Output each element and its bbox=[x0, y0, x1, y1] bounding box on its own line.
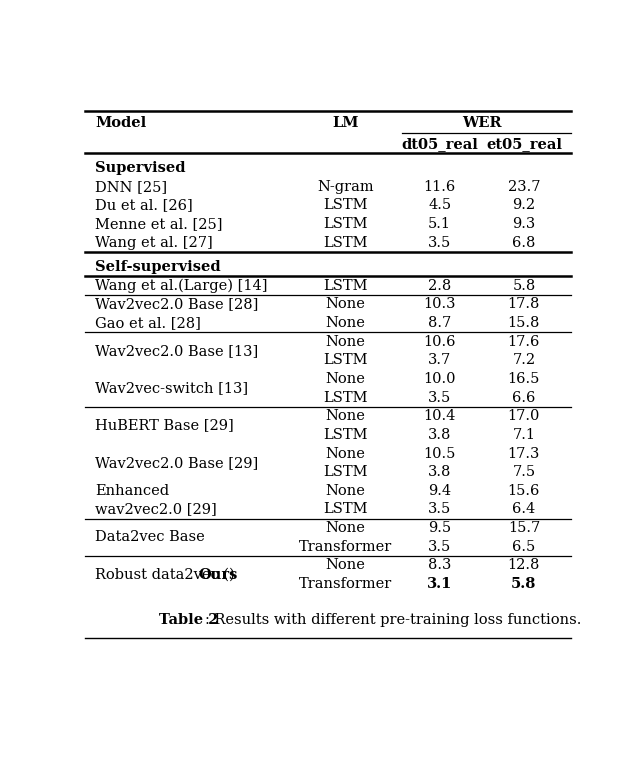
Text: Self-supervised: Self-supervised bbox=[95, 260, 221, 274]
Text: 7.1: 7.1 bbox=[513, 428, 536, 442]
Text: Supervised: Supervised bbox=[95, 161, 186, 175]
Text: None: None bbox=[325, 521, 365, 535]
Text: 3.5: 3.5 bbox=[428, 391, 451, 404]
Text: Wav2vec-switch [13]: Wav2vec-switch [13] bbox=[95, 382, 248, 395]
Text: Data2vec Base: Data2vec Base bbox=[95, 531, 205, 544]
Text: Menne et al. [25]: Menne et al. [25] bbox=[95, 217, 222, 231]
Text: LSTM: LSTM bbox=[323, 428, 367, 442]
Text: 23.7: 23.7 bbox=[508, 179, 540, 194]
Text: LSTM: LSTM bbox=[323, 198, 367, 213]
Text: None: None bbox=[325, 298, 365, 311]
Text: 15.6: 15.6 bbox=[508, 484, 540, 498]
Text: 3.8: 3.8 bbox=[428, 428, 451, 442]
Text: LSTM: LSTM bbox=[323, 235, 367, 250]
Text: None: None bbox=[325, 447, 365, 460]
Text: et05_real: et05_real bbox=[486, 137, 562, 151]
Text: Enhanced: Enhanced bbox=[95, 484, 169, 498]
Text: 7.5: 7.5 bbox=[513, 465, 536, 479]
Text: 3.5: 3.5 bbox=[428, 235, 451, 250]
Text: 10.5: 10.5 bbox=[424, 447, 456, 460]
Text: Ours: Ours bbox=[199, 568, 238, 582]
Text: Transformer: Transformer bbox=[299, 540, 392, 554]
Text: LSTM: LSTM bbox=[323, 391, 367, 404]
Text: 6.4: 6.4 bbox=[512, 503, 536, 516]
Text: LSTM: LSTM bbox=[323, 465, 367, 479]
Text: Wav2vec2.0 Base [29]: Wav2vec2.0 Base [29] bbox=[95, 456, 258, 470]
Text: 15.8: 15.8 bbox=[508, 316, 540, 330]
Text: 3.5: 3.5 bbox=[428, 503, 451, 516]
Text: Gao et al. [28]: Gao et al. [28] bbox=[95, 316, 201, 330]
Text: 17.8: 17.8 bbox=[508, 298, 540, 311]
Text: None: None bbox=[325, 335, 365, 349]
Text: Model: Model bbox=[95, 117, 146, 130]
Text: 6.5: 6.5 bbox=[512, 540, 536, 554]
Text: 8.3: 8.3 bbox=[428, 559, 451, 572]
Text: 10.0: 10.0 bbox=[423, 372, 456, 386]
Text: : Results with different pre-training loss functions.: : Results with different pre-training lo… bbox=[205, 612, 582, 627]
Text: wav2vec2.0 [29]: wav2vec2.0 [29] bbox=[95, 503, 216, 516]
Text: 5.1: 5.1 bbox=[428, 217, 451, 231]
Text: 10.6: 10.6 bbox=[423, 335, 456, 349]
Text: N-gram: N-gram bbox=[317, 179, 374, 194]
Text: 17.6: 17.6 bbox=[508, 335, 540, 349]
Text: None: None bbox=[325, 410, 365, 423]
Text: Wav2vec2.0 Base [28]: Wav2vec2.0 Base [28] bbox=[95, 298, 259, 311]
Text: 10.3: 10.3 bbox=[423, 298, 456, 311]
Text: 6.6: 6.6 bbox=[512, 391, 536, 404]
Text: 6.8: 6.8 bbox=[512, 235, 536, 250]
Text: ): ) bbox=[229, 568, 235, 582]
Text: LSTM: LSTM bbox=[323, 503, 367, 516]
Text: 5.8: 5.8 bbox=[511, 577, 536, 591]
Text: 9.4: 9.4 bbox=[428, 484, 451, 498]
Text: Wang et al.(Large) [14]: Wang et al.(Large) [14] bbox=[95, 279, 268, 293]
Text: 7.2: 7.2 bbox=[513, 354, 536, 367]
Text: 9.2: 9.2 bbox=[513, 198, 536, 213]
Text: 11.6: 11.6 bbox=[424, 179, 456, 194]
Text: 17.3: 17.3 bbox=[508, 447, 540, 460]
Text: 4.5: 4.5 bbox=[428, 198, 451, 213]
Text: LM: LM bbox=[332, 117, 358, 130]
Text: None: None bbox=[325, 559, 365, 572]
Text: HuBERT Base [29]: HuBERT Base [29] bbox=[95, 419, 234, 432]
Text: 17.0: 17.0 bbox=[508, 410, 540, 423]
Text: LSTM: LSTM bbox=[323, 217, 367, 231]
Text: 9.5: 9.5 bbox=[428, 521, 451, 535]
Text: None: None bbox=[325, 316, 365, 330]
Text: 5.8: 5.8 bbox=[512, 279, 536, 293]
Text: LSTM: LSTM bbox=[323, 279, 367, 293]
Text: Transformer: Transformer bbox=[299, 577, 392, 591]
Text: Du et al. [26]: Du et al. [26] bbox=[95, 198, 193, 213]
Text: Table 2: Table 2 bbox=[159, 612, 219, 627]
Text: 12.8: 12.8 bbox=[508, 559, 540, 572]
Text: Robust data2vec (: Robust data2vec ( bbox=[95, 568, 229, 582]
Text: 10.4: 10.4 bbox=[424, 410, 456, 423]
Text: Wang et al. [27]: Wang et al. [27] bbox=[95, 235, 212, 250]
Text: 3.1: 3.1 bbox=[427, 577, 452, 591]
Text: 3.8: 3.8 bbox=[428, 465, 451, 479]
Text: 3.5: 3.5 bbox=[428, 540, 451, 554]
Text: 16.5: 16.5 bbox=[508, 372, 540, 386]
Text: 15.7: 15.7 bbox=[508, 521, 540, 535]
Text: 9.3: 9.3 bbox=[512, 217, 536, 231]
Text: 8.7: 8.7 bbox=[428, 316, 451, 330]
Text: WER: WER bbox=[462, 117, 502, 130]
Text: LSTM: LSTM bbox=[323, 354, 367, 367]
Text: dt05_real: dt05_real bbox=[401, 137, 478, 151]
Text: None: None bbox=[325, 372, 365, 386]
Text: None: None bbox=[325, 484, 365, 498]
Text: 3.7: 3.7 bbox=[428, 354, 451, 367]
Text: Wav2vec2.0 Base [13]: Wav2vec2.0 Base [13] bbox=[95, 344, 258, 358]
Text: 2.8: 2.8 bbox=[428, 279, 451, 293]
Text: DNN [25]: DNN [25] bbox=[95, 179, 167, 194]
